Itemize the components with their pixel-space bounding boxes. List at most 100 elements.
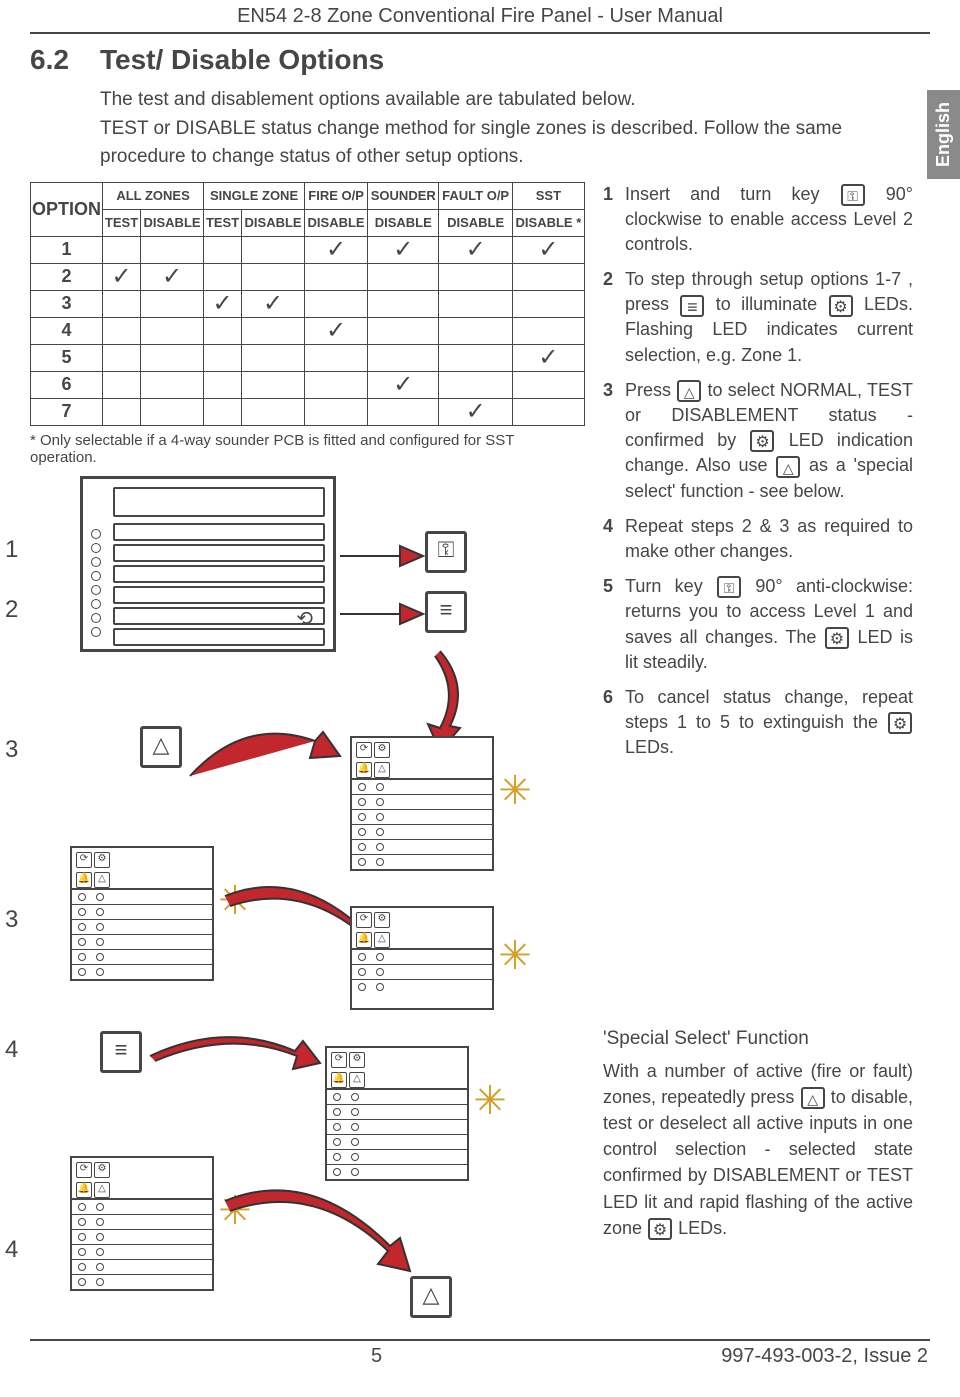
table-cell (512, 398, 584, 425)
zone-stack-illustration: ⟳⚙ 🔔△ (70, 846, 214, 981)
table-cell: ✓ (368, 371, 439, 398)
option-cell: 3 (31, 290, 103, 317)
table-cell (204, 344, 242, 371)
table-row: 6✓ (31, 371, 585, 398)
gear-icon (825, 627, 849, 649)
table-cell (439, 344, 512, 371)
table-cell (512, 317, 584, 344)
table-cell (242, 236, 305, 263)
page-header-title: EN54 2-8 Zone Conventional Fire Panel - … (30, 0, 930, 28)
steps-list: Insert and turn key 90° clockwise to ena… (603, 182, 913, 761)
triangle-icon: △ (140, 726, 182, 768)
table-cell (305, 290, 368, 317)
col-option: OPTION (31, 182, 103, 236)
step1-text-a: Insert and turn key (625, 184, 819, 204)
gear-icon (750, 430, 774, 452)
step3-text-a: Press (625, 380, 671, 400)
group-sounder: SOUNDER (368, 182, 439, 209)
table-cell: ✓ (141, 263, 204, 290)
table-cell (103, 236, 141, 263)
zone-stack-illustration: ⟳⚙ 🔔△ (350, 906, 494, 1010)
group-sst: SST (512, 182, 584, 209)
table-cell (103, 317, 141, 344)
table-cell: ✓ (512, 344, 584, 371)
table-cell (204, 236, 242, 263)
triangle-icon (801, 1087, 825, 1109)
step2-text-b: to illuminate (716, 294, 817, 314)
table-row: 4✓ (31, 317, 585, 344)
diagram-label-4b: 4 (5, 1236, 18, 1264)
step6-text-b: LEDs. (625, 737, 674, 757)
step5-text-a: Turn key (625, 576, 703, 596)
table-cell (141, 236, 204, 263)
arrow-icon (145, 1021, 325, 1091)
sub-disable-4: DISABLE (368, 209, 439, 236)
sub-test-1: TEST (103, 209, 141, 236)
table-cell (141, 290, 204, 317)
group-all-zones: ALL ZONES (103, 182, 204, 209)
special-select-body: With a number of active (fire or fault) … (603, 1058, 913, 1241)
table-cell: ✓ (103, 263, 141, 290)
table-cell (103, 371, 141, 398)
diagram-area-1: 1 2 3 3 ⟲ ⚿ ≡ (30, 476, 585, 1016)
option-cell: 2 (31, 263, 103, 290)
fire-panel-illustration: ⟲ (80, 476, 336, 652)
table-cell (103, 290, 141, 317)
table-cell (368, 317, 439, 344)
table-cell: ✓ (305, 236, 368, 263)
key-icon (841, 184, 865, 206)
option-cell: 1 (31, 236, 103, 263)
arrow-icon (220, 1176, 420, 1296)
sub-disable-2: DISABLE (242, 209, 305, 236)
table-cell (141, 398, 204, 425)
table-row: 1✓✓✓✓ (31, 236, 585, 263)
table-cell: ✓ (242, 290, 305, 317)
special-text-2: to disable, test or deselect all active … (603, 1087, 913, 1237)
options-table: OPTION ALL ZONES SINGLE ZONE FIRE O/P SO… (30, 182, 585, 426)
table-cell (103, 398, 141, 425)
table-cell: ✓ (439, 236, 512, 263)
table-row: 7✓ (31, 398, 585, 425)
step6-text-a: To cancel status change, repeat steps 1 … (625, 687, 913, 732)
table-row: 2✓✓ (31, 263, 585, 290)
menu-icon (680, 295, 704, 317)
arrow-icon (185, 706, 345, 816)
menu-icon: ≡ (425, 591, 467, 633)
gear-icon (648, 1218, 672, 1240)
table-cell (512, 371, 584, 398)
diagram-label-3a: 3 (5, 736, 18, 764)
group-fault-op: FAULT O/P (439, 182, 512, 209)
table-cell (242, 371, 305, 398)
triangle-icon (776, 456, 800, 478)
table-footnote: * Only selectable if a 4-way sounder PCB… (30, 432, 585, 466)
sub-disable-6: DISABLE * (512, 209, 584, 236)
table-cell: ✓ (512, 236, 584, 263)
step4-text: Repeat steps 2 & 3 as required to make o… (625, 514, 913, 564)
diagram-label-1: 1 (5, 536, 18, 564)
zone-stack-illustration: ⟳⚙ 🔔△ (70, 1156, 214, 1291)
table-cell (242, 317, 305, 344)
language-tab: English (927, 90, 960, 179)
section-number: 6.2 (30, 44, 100, 76)
arrow-icon (335, 594, 425, 634)
option-cell: 7 (31, 398, 103, 425)
table-cell (204, 263, 242, 290)
zone-stack-illustration: ⟳⚙ 🔔△ (325, 1046, 469, 1181)
key-icon: ⚿ (425, 531, 467, 573)
table-cell: ✓ (439, 398, 512, 425)
option-cell: 6 (31, 371, 103, 398)
table-cell (141, 371, 204, 398)
table-cell (368, 344, 439, 371)
zone-stack-illustration: ⟳⚙ 🔔△ (350, 736, 494, 871)
flash-icon: ✳ (490, 931, 540, 981)
section-title: Test/ Disable Options (100, 44, 384, 76)
footer-divider (30, 1339, 930, 1341)
table-cell (439, 263, 512, 290)
table-cell (204, 317, 242, 344)
sub-disable-3: DISABLE (305, 209, 368, 236)
group-fire-op: FIRE O/P (305, 182, 368, 209)
flash-icon: ✳ (465, 1076, 515, 1126)
intro-line-2: TEST or DISABLE status change method for… (100, 115, 860, 172)
table-cell (512, 263, 584, 290)
special-select-title: 'Special Select' Function (603, 1026, 913, 1053)
